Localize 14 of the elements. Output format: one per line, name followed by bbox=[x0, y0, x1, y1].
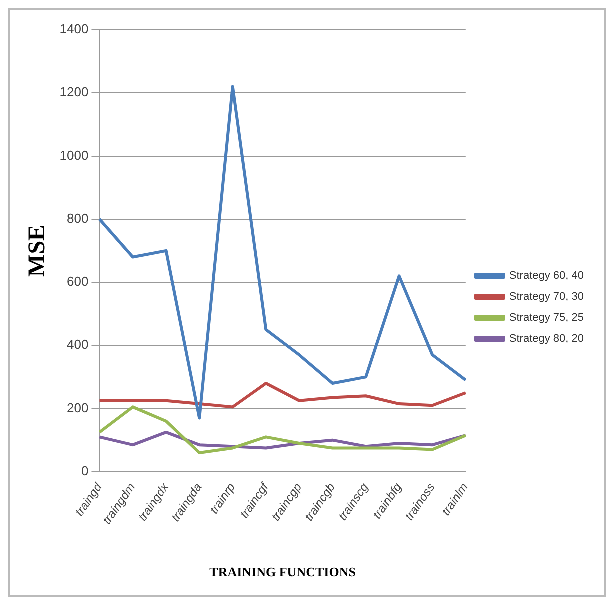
legend-label: Strategy 60, 40 bbox=[509, 270, 584, 282]
y-tick-label: 800 bbox=[67, 210, 89, 226]
y-tick-label: 200 bbox=[67, 400, 89, 416]
legend-label: Strategy 75, 25 bbox=[509, 312, 584, 324]
x-axis-title: TRAINING FUNCTIONS bbox=[210, 564, 356, 580]
y-tick-label: 1000 bbox=[60, 148, 89, 163]
y-tick-label: 600 bbox=[67, 274, 89, 290]
y-tick-label: 0 bbox=[81, 463, 89, 478]
y-axis-title: MSE bbox=[24, 224, 51, 277]
y-tick-label: 1200 bbox=[60, 84, 89, 100]
y-tick-label: 400 bbox=[67, 337, 89, 352]
y-tick-label: 1400 bbox=[60, 22, 89, 37]
legend-label: Strategy 70, 30 bbox=[509, 291, 584, 304]
legend-label: Strategy 80, 20 bbox=[509, 333, 584, 346]
